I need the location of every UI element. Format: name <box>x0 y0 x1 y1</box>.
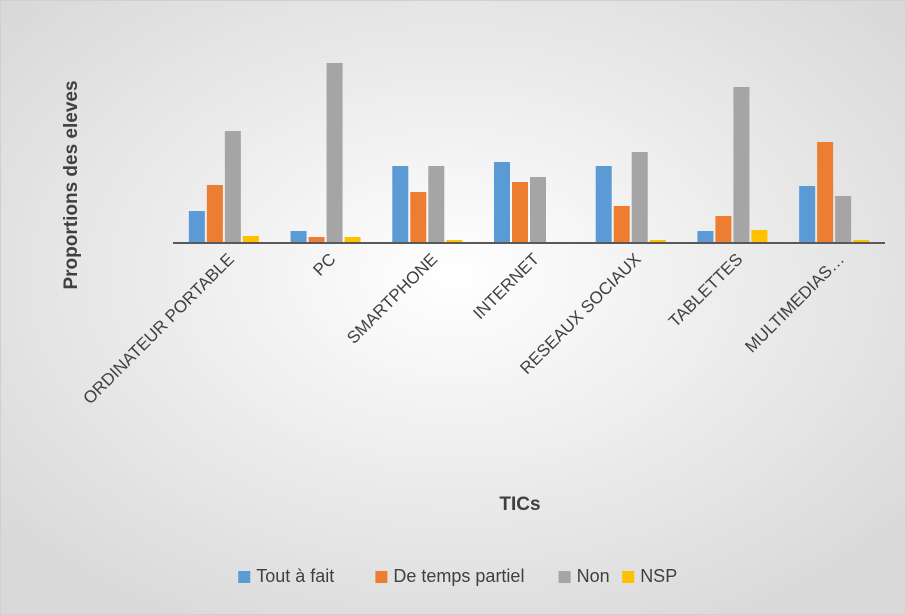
bar <box>446 240 463 243</box>
bar <box>428 166 445 243</box>
bar <box>530 177 546 243</box>
bar <box>242 236 259 243</box>
bar <box>290 231 307 243</box>
legend-label: Non <box>577 566 610 586</box>
bar <box>224 131 241 243</box>
bar <box>733 87 750 243</box>
bar <box>835 196 852 243</box>
bar <box>206 185 223 243</box>
bar <box>494 162 510 243</box>
bar <box>595 166 612 243</box>
bar <box>188 211 205 243</box>
bar <box>697 231 714 243</box>
bar <box>649 240 666 243</box>
legend-swatch <box>375 571 388 583</box>
bar <box>410 192 427 243</box>
bar <box>751 230 768 243</box>
legend-swatch <box>238 571 251 583</box>
bar <box>613 206 630 243</box>
bar <box>853 240 870 243</box>
legend-label: Tout à fait <box>256 566 334 586</box>
x-axis-title: TICs <box>499 494 540 515</box>
bar <box>799 186 816 243</box>
legend-swatch <box>558 571 571 583</box>
legend-label: NSP <box>640 566 677 586</box>
bar <box>308 237 325 243</box>
legend-swatch <box>622 571 635 583</box>
bar <box>392 166 409 243</box>
bar <box>326 63 343 243</box>
bar <box>715 216 732 243</box>
bar <box>817 142 834 243</box>
bar <box>512 182 528 243</box>
bar <box>344 237 361 243</box>
y-axis-title: Proportions des eleves <box>61 80 82 289</box>
bar <box>631 152 648 243</box>
legend-label: De temps partiel <box>393 566 524 586</box>
